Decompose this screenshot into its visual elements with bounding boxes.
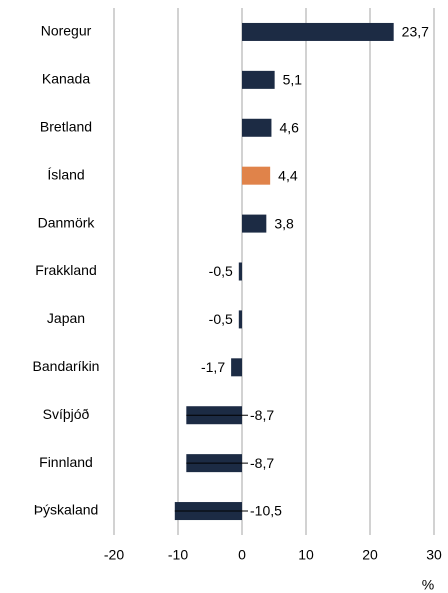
x-tick-label: -10 xyxy=(168,547,188,563)
data-label: 23,7 xyxy=(402,24,429,40)
bar xyxy=(238,310,242,329)
y-tick-label: Finnland xyxy=(39,454,93,470)
data-label: -8,7 xyxy=(250,455,274,471)
bar xyxy=(242,214,267,233)
data-label: 4,6 xyxy=(279,119,299,135)
data-label: -8,7 xyxy=(250,407,274,423)
data-label: -10,5 xyxy=(250,503,282,519)
data-label: -0,5 xyxy=(209,263,233,279)
x-axis-label: % xyxy=(422,577,434,593)
bar xyxy=(242,166,271,185)
x-tick-label: 0 xyxy=(238,547,246,563)
data-label: 5,1 xyxy=(283,72,303,88)
y-tick-label: Kanada xyxy=(42,71,90,87)
x-tick-label: 10 xyxy=(298,547,314,563)
data-label: -0,5 xyxy=(209,311,233,327)
y-tick-label: Bretland xyxy=(40,118,92,134)
x-tick-label: -20 xyxy=(104,547,124,563)
y-tick-label: Bandaríkin xyxy=(33,358,100,374)
data-label: 4,4 xyxy=(278,167,298,183)
y-tick-label: Þýskaland xyxy=(34,502,99,518)
y-tick-label: Frakkland xyxy=(35,262,96,278)
y-tick-label: Svíþjóð xyxy=(43,406,90,422)
y-tick-label: Danmörk xyxy=(38,214,96,230)
x-tick-label: 20 xyxy=(362,547,378,563)
data-label: -1,7 xyxy=(201,359,225,375)
bar xyxy=(242,70,275,89)
y-tick-label: Noregur xyxy=(41,23,92,39)
x-tick-label: 30 xyxy=(426,547,442,563)
bar xyxy=(231,358,242,377)
y-tick-label: Japan xyxy=(47,310,85,326)
data-label: 3,8 xyxy=(274,215,294,231)
bar xyxy=(242,118,272,137)
bar xyxy=(238,262,242,281)
y-tick-label: Ísland xyxy=(47,166,84,182)
bar xyxy=(242,22,394,41)
